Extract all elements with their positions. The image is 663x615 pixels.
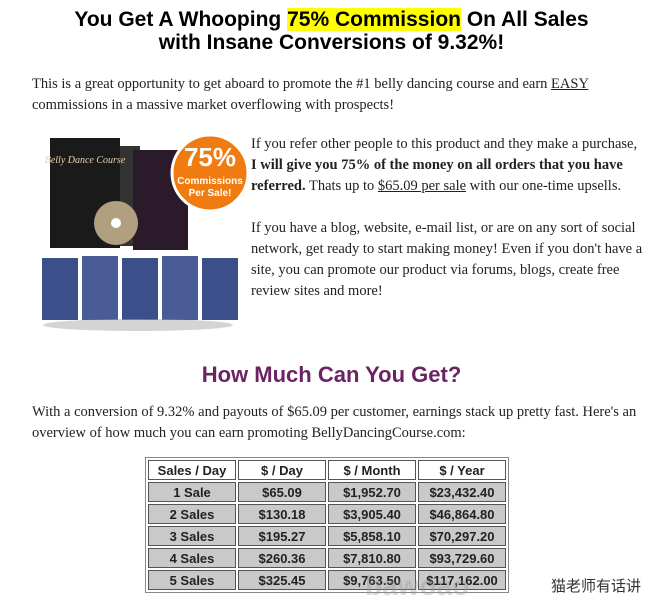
- table-row: 2 Sales $130.18 $3,905.40 $46,864.80: [148, 504, 506, 524]
- title: You Get A Whooping 75% Commission On All…: [0, 8, 663, 54]
- badge-text: Per Sale!: [189, 188, 232, 199]
- watermark: bawoao: [365, 570, 470, 601]
- table-cell: $3,905.40: [328, 504, 416, 524]
- table-cell: 5 Sales: [148, 570, 236, 590]
- table-cell: 4 Sales: [148, 548, 236, 568]
- table-cell: $1,952.70: [328, 482, 416, 502]
- underlined: $65.09 per sale: [377, 178, 467, 194]
- box-title: Belly Dance Course: [45, 155, 126, 166]
- table-cell: $5,858.10: [328, 526, 416, 546]
- paragraph: If you refer other people to this produc…: [251, 134, 646, 197]
- table-cell: $130.18: [238, 504, 326, 524]
- table-cell: $23,432.40: [418, 482, 506, 502]
- table-row: 4 Sales $260.36 $7,810.80 $93,729.60: [148, 548, 506, 568]
- paragraph: With a conversion of 9.32% and payouts o…: [32, 404, 637, 441]
- badge: [170, 133, 248, 213]
- title-highlight: 75% Commission: [287, 8, 461, 31]
- table-row: 5 Sales $325.45 $9,763.50 $117,162.00: [148, 570, 506, 590]
- table-cell: $195.27: [238, 526, 326, 546]
- earnings-table: Sales / Day $ / Day $ / Month $ / Year 1 Sal…: [145, 457, 509, 593]
- table-cell: 2 Sales: [148, 504, 236, 524]
- dvd-cases: [42, 256, 238, 331]
- paragraph: If you have a blog, website, e-mail list…: [251, 220, 643, 299]
- table-cell: $260.36: [238, 548, 326, 568]
- header-row: Sales / Day $ / Day $ / Month $ / Year: [148, 460, 506, 480]
- column-header: $ / Day: [238, 460, 326, 480]
- column-header: $ / Month: [328, 460, 416, 480]
- table-cell: $9,763.50: [328, 570, 416, 590]
- table-cell: $325.45: [238, 570, 326, 590]
- text: with our one-time upsells.: [469, 178, 622, 194]
- table-row: 3 Sales $195.27 $5,858.10 $70,297.20: [148, 526, 506, 546]
- bold-text: I will give you 75% of the money on all …: [251, 157, 623, 194]
- badge-text: Commissions: [177, 176, 243, 187]
- badge-percent: 75%: [184, 142, 236, 172]
- table-cell: $46,864.80: [418, 504, 506, 524]
- text: Thats up to: [308, 178, 375, 194]
- table-row: 1 Sale $65.09 $1,952.70 $23,432.40: [148, 482, 506, 502]
- column-header: Sales / Day: [148, 460, 236, 480]
- table-cell: $65.09: [238, 482, 326, 502]
- table-cell: 1 Sale: [148, 482, 236, 502]
- intro: This is a great opportunity to get aboar…: [32, 74, 642, 116]
- table-cell: $70,297.20: [418, 526, 506, 546]
- section-heading: How Much Can You Get?: [201, 362, 462, 387]
- offer: If you refer other people to this produc…: [251, 134, 646, 302]
- table-cell: $93,729.60: [418, 548, 506, 568]
- product-image: Belly Dance Course 75% Commissions Per S…: [42, 133, 248, 331]
- title-text: You Get A Whooping: [74, 8, 282, 31]
- table-cell: $117,162.00: [418, 570, 506, 590]
- column-header: $ / Year: [418, 460, 506, 480]
- disc-hole: [111, 218, 121, 228]
- watermark: 猫老师有话讲: [550, 577, 641, 595]
- table-cell: 3 Sales: [148, 526, 236, 546]
- text: commissions in a massive market overflow…: [32, 97, 395, 113]
- text: This is a great opportunity to get aboar…: [32, 76, 548, 92]
- underlined: EASY: [551, 76, 589, 92]
- title-text: On All Sales: [466, 8, 589, 31]
- title-line: with Insane Conversions of 9.32%!: [158, 31, 505, 54]
- text: If you refer other people to this produc…: [251, 136, 638, 152]
- table-cell: $7,810.80: [328, 548, 416, 568]
